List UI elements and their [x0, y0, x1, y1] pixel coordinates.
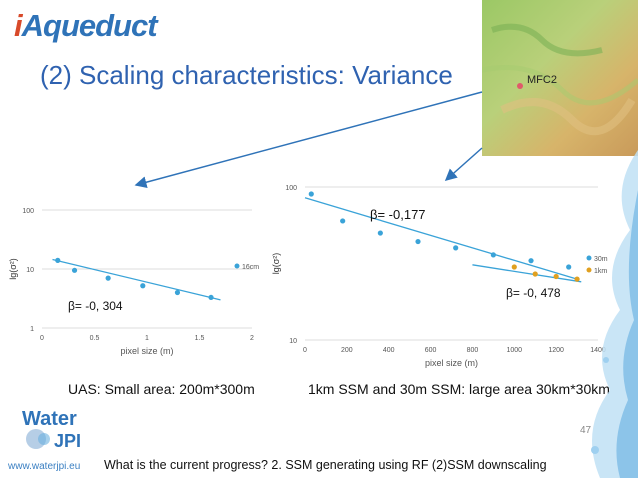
- logo-prefix: i: [14, 8, 23, 43]
- caption-left: UAS: Small area: 200m*300m: [68, 381, 255, 397]
- y-axis-label: lg(σ²): [271, 253, 281, 275]
- legend-marker: [586, 267, 592, 273]
- data-point-16cm: [174, 289, 181, 296]
- y-tick-label: 100: [285, 185, 297, 192]
- footer-url-link[interactable]: www.waterjpi.eu: [8, 461, 81, 472]
- logo-main-text: Aqueduct: [21, 8, 158, 43]
- y-tick-label: 100: [22, 208, 34, 215]
- data-point-16cm: [71, 267, 78, 273]
- x-tick-label: 200: [341, 347, 353, 354]
- data-point-30m: [340, 218, 346, 224]
- y-tick-label: 10: [289, 338, 297, 345]
- page-number: 47: [580, 425, 592, 436]
- legend-marker: [586, 255, 592, 261]
- data-point-16cm: [140, 283, 146, 289]
- data-point-30m: [566, 264, 572, 270]
- trendline: [304, 197, 578, 280]
- data-point-30m: [308, 191, 314, 197]
- data-point-16cm: [208, 294, 214, 301]
- legend-label: 16cm: [242, 264, 259, 271]
- arrow-to-left-chart: [134, 91, 483, 189]
- data-point-30m: [528, 258, 534, 264]
- data-point-30m: [453, 245, 459, 251]
- x-tick-label: 400: [383, 347, 395, 354]
- x-axis-label: pixel size (m): [120, 346, 173, 356]
- x-tick-label: 1200: [548, 347, 564, 354]
- iaqueduct-logo: iAqueduct: [14, 8, 158, 44]
- logo-jpi-text: JPI: [54, 431, 81, 451]
- data-point-1km: [553, 273, 559, 280]
- trendline: [52, 258, 221, 301]
- x-tick-label: 0: [303, 347, 307, 354]
- x-tick-label: 1.5: [195, 335, 205, 342]
- beta-annotation-bottom: β= -0, 478: [506, 286, 561, 300]
- data-point-30m: [377, 230, 383, 236]
- logo-water-text: Water: [22, 408, 77, 430]
- y-tick-label: 1: [30, 326, 34, 333]
- x-tick-label: 800: [467, 347, 479, 354]
- x-tick-label: 600: [425, 347, 437, 354]
- data-point-30m: [490, 252, 496, 258]
- water-splash-decoration: [591, 150, 638, 478]
- y-axis-label: lg(σ²): [8, 258, 18, 280]
- x-tick-label: 1400: [590, 347, 606, 354]
- footer-text: What is the current progress? 2. SSM gen…: [104, 458, 547, 472]
- map-label: MFC2: [527, 74, 557, 86]
- slide-title: (2) Scaling characteristics: Variance: [40, 60, 453, 90]
- data-point-1km: [574, 276, 580, 282]
- arrow-to-right-chart: [444, 147, 483, 181]
- water-jpi-logo: Water JPI: [22, 408, 81, 451]
- data-point-16cm: [55, 257, 61, 263]
- trendline-secondary: [472, 264, 582, 283]
- y-tick-label: 10: [26, 267, 34, 274]
- x-axis-label: pixel size (m): [425, 358, 478, 368]
- data-point-16cm: [105, 275, 111, 281]
- beta-annotation-top: β= -0,177: [370, 207, 426, 222]
- x-tick-label: 1: [145, 335, 149, 342]
- map-marker-icon: [517, 83, 523, 89]
- x-tick-label: 0.5: [90, 335, 100, 342]
- data-point-1km: [511, 264, 517, 270]
- legend-marker: [234, 263, 240, 269]
- beta-annotation: β= -0, 304: [68, 299, 123, 313]
- data-point-30m: [415, 238, 421, 245]
- x-tick-label: 1000: [506, 347, 522, 354]
- data-point-1km: [532, 271, 538, 277]
- x-tick-label: 0: [40, 335, 44, 342]
- legend-label: 30m: [594, 256, 608, 263]
- caption-right: 1km SSM and 30m SSM: large area 30km*30k…: [308, 381, 610, 397]
- map-thumbnail: [482, 0, 638, 156]
- legend-label: 1km: [594, 268, 607, 275]
- x-tick-label: 2: [250, 335, 254, 342]
